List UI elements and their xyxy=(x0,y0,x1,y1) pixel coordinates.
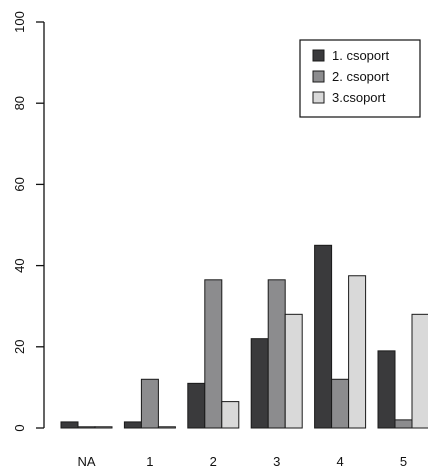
legend-swatch-3 xyxy=(312,91,325,104)
legend-swatch-1 xyxy=(312,49,325,62)
bar-na-series-1 xyxy=(60,421,79,429)
bar-1-series-3 xyxy=(157,426,176,429)
bar-1-series-1 xyxy=(123,421,142,429)
bar-3-series-3 xyxy=(284,313,303,429)
legend-label-3: 3.csoport xyxy=(332,90,386,105)
bar-3-series-1 xyxy=(250,338,269,429)
bar-3-series-2 xyxy=(267,279,286,429)
legend-box xyxy=(299,39,421,118)
bar-5-series-2 xyxy=(394,419,413,429)
legend: 1. csoport 2. csoport 3.csoport xyxy=(299,39,421,118)
x-tick-label: 2 xyxy=(210,454,217,469)
x-tick-label: 3 xyxy=(273,454,280,469)
bar-5-series-3 xyxy=(411,313,428,429)
y-tick-label: 100 xyxy=(12,11,27,33)
x-tick-label: 4 xyxy=(336,454,343,469)
legend-label-1: 1. csoport xyxy=(332,48,389,63)
bar-4-series-2 xyxy=(331,378,350,429)
bar-na-series-3 xyxy=(94,426,113,429)
bar-2-series-2 xyxy=(204,279,223,429)
bar-4-series-3 xyxy=(348,275,367,429)
x-tick-label: 1 xyxy=(146,454,153,469)
bars xyxy=(60,244,428,429)
x-axis-labels: NA 1 2 3 4 5 xyxy=(77,454,407,469)
y-tick-label: 0 xyxy=(12,424,27,431)
bar-na-series-2 xyxy=(77,426,96,429)
y-tick-label: 80 xyxy=(12,96,27,110)
legend-swatch-2 xyxy=(312,70,325,83)
x-tick-label: 5 xyxy=(400,454,407,469)
x-tick-label: NA xyxy=(77,454,95,469)
bar-2-series-3 xyxy=(221,401,240,429)
y-tick-label: 40 xyxy=(12,258,27,272)
y-tick-label: 60 xyxy=(12,177,27,191)
y-axis: 0 20 40 60 80 100 xyxy=(12,11,45,432)
legend-label-2: 2. csoport xyxy=(332,69,389,84)
bar-5-series-1 xyxy=(377,350,396,429)
bar-4-series-1 xyxy=(314,244,333,429)
bar-1-series-2 xyxy=(140,378,159,429)
bar-2-series-1 xyxy=(187,382,206,429)
y-tick-label: 20 xyxy=(12,340,27,354)
